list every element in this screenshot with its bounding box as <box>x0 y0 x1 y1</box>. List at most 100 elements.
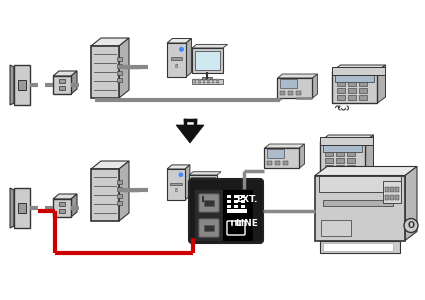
Bar <box>192 48 223 73</box>
Bar <box>195 203 197 204</box>
Bar <box>234 200 238 203</box>
Polygon shape <box>91 38 129 46</box>
Bar <box>348 95 357 100</box>
Bar <box>348 74 357 79</box>
Polygon shape <box>167 165 190 169</box>
Bar <box>385 187 389 192</box>
Bar <box>198 79 201 81</box>
Bar <box>337 158 345 163</box>
Bar <box>326 144 334 149</box>
Text: 8: 8 <box>175 188 177 193</box>
Bar <box>203 205 205 206</box>
Bar <box>216 79 219 81</box>
Bar <box>18 80 26 90</box>
Polygon shape <box>53 194 77 199</box>
Polygon shape <box>320 241 400 253</box>
Circle shape <box>404 218 418 233</box>
Bar <box>91 169 119 221</box>
Bar <box>91 46 119 98</box>
Bar <box>323 200 393 206</box>
Bar <box>167 169 185 200</box>
Bar <box>117 57 122 61</box>
Bar <box>321 220 351 236</box>
Circle shape <box>180 47 183 51</box>
Bar <box>203 82 206 83</box>
Polygon shape <box>119 161 129 221</box>
Bar <box>207 79 210 81</box>
Bar <box>14 188 30 228</box>
Text: O: O <box>408 221 414 230</box>
Bar <box>326 165 334 170</box>
Bar <box>211 205 214 206</box>
FancyBboxPatch shape <box>195 190 223 216</box>
Bar <box>348 88 357 93</box>
Bar <box>117 201 122 205</box>
Bar <box>199 203 201 204</box>
Bar <box>275 161 281 165</box>
Bar <box>195 205 197 206</box>
Bar <box>216 82 219 83</box>
Polygon shape <box>264 144 304 148</box>
FancyBboxPatch shape <box>189 179 263 243</box>
Bar <box>191 203 193 204</box>
FancyBboxPatch shape <box>199 219 219 237</box>
Bar <box>170 182 182 185</box>
Bar <box>315 176 405 241</box>
Bar <box>348 144 355 149</box>
Bar <box>192 79 223 84</box>
Bar <box>383 181 401 203</box>
Bar <box>117 187 122 191</box>
Polygon shape <box>189 172 221 175</box>
Text: EXT.: EXT. <box>237 194 258 203</box>
Bar <box>194 79 196 81</box>
Bar <box>280 79 297 88</box>
Bar <box>326 158 334 163</box>
FancyBboxPatch shape <box>223 190 253 216</box>
Bar <box>227 195 231 198</box>
Bar <box>167 43 186 77</box>
Polygon shape <box>10 65 14 105</box>
Bar <box>204 225 214 231</box>
Polygon shape <box>119 38 129 98</box>
Bar <box>59 209 65 213</box>
Bar <box>348 158 355 163</box>
Polygon shape <box>320 135 374 141</box>
Bar <box>227 200 231 203</box>
Polygon shape <box>185 165 190 200</box>
Polygon shape <box>332 65 385 71</box>
Bar <box>241 205 245 208</box>
Bar <box>283 161 289 165</box>
Bar <box>323 242 393 250</box>
Bar <box>390 195 394 200</box>
Polygon shape <box>176 125 204 143</box>
Bar <box>117 64 122 68</box>
Bar <box>234 205 238 208</box>
Polygon shape <box>10 188 14 228</box>
Bar <box>227 209 247 213</box>
Bar <box>203 203 205 204</box>
Polygon shape <box>53 71 77 76</box>
Bar <box>201 76 212 80</box>
Bar <box>337 144 345 149</box>
Bar <box>390 187 394 192</box>
Bar <box>323 142 363 152</box>
Bar <box>170 57 182 60</box>
Bar <box>360 81 368 86</box>
Polygon shape <box>278 74 317 78</box>
Bar <box>360 74 368 79</box>
Bar <box>337 74 346 79</box>
Bar <box>194 82 196 83</box>
Circle shape <box>179 173 183 176</box>
Polygon shape <box>312 74 317 98</box>
Text: LINE: LINE <box>235 220 258 229</box>
Bar <box>14 65 30 105</box>
Bar <box>207 203 210 204</box>
Bar <box>337 95 346 100</box>
Bar <box>337 88 346 93</box>
Bar <box>297 91 301 95</box>
Polygon shape <box>71 194 77 217</box>
Bar <box>395 187 399 192</box>
Bar <box>320 141 366 173</box>
Bar <box>320 137 374 145</box>
Bar <box>385 195 389 200</box>
